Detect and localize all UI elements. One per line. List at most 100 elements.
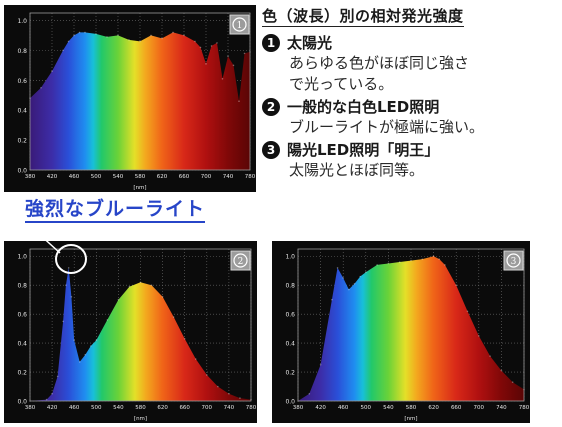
- x-tick-label: 740: [496, 405, 507, 411]
- x-tick-label: 700: [201, 174, 212, 180]
- x-tick-label: 580: [135, 405, 146, 411]
- data-point: [67, 267, 70, 269]
- data-point: [478, 335, 480, 337]
- x-tick-label: 460: [69, 405, 80, 411]
- plot-frame: [29, 12, 251, 171]
- y-tick-label: 0.8: [17, 283, 27, 290]
- x-axis-label: [nm]: [134, 416, 147, 422]
- data-point: [194, 358, 197, 360]
- legend-item-heading: 太陽光: [287, 34, 333, 52]
- data-point: [342, 277, 344, 279]
- data-point: [62, 320, 64, 323]
- data-point: [150, 34, 152, 37]
- x-tick-label: 620: [428, 405, 439, 411]
- x-tick-label: 700: [474, 405, 485, 411]
- y-tick-label: 0.2: [17, 370, 27, 377]
- data-point: [183, 337, 186, 340]
- x-tick-label: 620: [157, 405, 168, 411]
- badge-ring: [232, 17, 247, 32]
- data-point: [239, 397, 241, 399]
- data-point: [511, 381, 514, 383]
- x-tick-label: 380: [25, 405, 36, 411]
- spectrum-area: [298, 256, 524, 401]
- spectrum-chart-sunlight: 0.0 0.2 0.4 0.6 0.8 1.0 380 420 460 500 540 580 620 6…: [4, 5, 256, 192]
- data-point: [161, 295, 164, 298]
- data-point: [172, 31, 174, 34]
- data-point: [51, 392, 53, 395]
- x-tick-label: 460: [338, 405, 349, 411]
- data-point: [398, 261, 401, 263]
- x-tick-label: 620: [157, 174, 168, 180]
- number-badge: 3: [262, 141, 280, 159]
- x-tick-label: 660: [451, 405, 462, 411]
- x-tick-label: 380: [25, 174, 36, 180]
- data-point: [139, 40, 141, 43]
- data-point: [438, 258, 441, 260]
- x-tick-label: 780: [246, 405, 257, 411]
- y-tick-label: 1.0: [17, 18, 27, 25]
- data-point: [172, 316, 175, 318]
- x-tick-label: 780: [245, 174, 256, 180]
- y-tick-label: 1.0: [17, 254, 27, 261]
- legend-item-meio-led: 3 陽光LED照明「明王」 太陽光とほぼ同等。: [262, 140, 560, 181]
- data-point: [95, 339, 98, 341]
- badge-number: 3: [511, 257, 517, 267]
- y-tick-label: 0.8: [17, 48, 27, 55]
- badge-ring: [233, 253, 248, 268]
- x-tick-label: 740: [223, 174, 234, 180]
- data-point: [210, 45, 213, 47]
- data-point: [40, 86, 42, 89]
- x-tick-label: 540: [113, 174, 124, 180]
- data-point: [489, 355, 491, 357]
- x-tick-label: 540: [383, 405, 394, 411]
- x-tick-label: 580: [406, 405, 417, 411]
- data-point: [421, 258, 424, 260]
- y-tick-label: 0.8: [285, 283, 295, 290]
- x-tick-label: 420: [47, 405, 58, 411]
- data-point: [227, 55, 229, 58]
- number-badge: 2: [262, 98, 280, 116]
- data-point: [84, 31, 86, 34]
- data-point: [65, 284, 67, 286]
- x-tick-label: 500: [91, 405, 102, 411]
- x-tick-label: 700: [202, 405, 213, 411]
- y-tick-label: 0.6: [17, 312, 27, 319]
- x-tick-label: 540: [113, 405, 124, 411]
- data-point: [161, 37, 163, 40]
- chart-svg: 0.0 0.2 0.4 0.6 0.8 1.0 380 420 460 500 540 580 620 6…: [17, 12, 256, 191]
- data-point: [376, 264, 378, 266]
- plot-frame: [29, 248, 252, 402]
- data-point: [387, 262, 390, 265]
- chart-svg: 0.0 0.2 0.4 0.6 0.8 1.0 380 420 460 500 540 580 620 6…: [285, 248, 530, 422]
- data-point: [199, 46, 202, 49]
- spectrum-chart-meio-led: 0.0 0.2 0.4 0.6 0.8 1.0 380 420 460 500 540 580 620 6…: [272, 241, 530, 423]
- x-tick-label: 660: [179, 405, 190, 411]
- data-point: [466, 310, 469, 313]
- data-point: [117, 298, 120, 301]
- data-point: [308, 392, 311, 395]
- y-tick-label: 0.4: [17, 108, 27, 115]
- y-tick-label: 0.0: [17, 168, 27, 175]
- badge-number: 2: [238, 257, 244, 267]
- data-point: [238, 100, 240, 103]
- data-point: [243, 52, 246, 55]
- data-point: [70, 295, 73, 298]
- x-tick-label: 380: [293, 405, 304, 411]
- plot-frame: [297, 248, 525, 402]
- data-point: [206, 374, 208, 376]
- data-point: [45, 398, 48, 401]
- x-tick-label: 420: [47, 174, 58, 180]
- data-point: [128, 285, 131, 288]
- data-point: [73, 34, 75, 37]
- y-tick-label: 0.0: [285, 399, 295, 406]
- legend-title: 色（波長）別の相対発光強度: [262, 7, 464, 27]
- data-point: [232, 64, 235, 67]
- data-point: [353, 282, 356, 285]
- y-tick-label: 1.0: [285, 254, 295, 261]
- data-point: [150, 284, 153, 286]
- spectrum-area: [30, 267, 251, 401]
- data-point: [331, 298, 333, 301]
- data-point: [410, 259, 412, 262]
- data-point: [359, 275, 361, 278]
- number-badge: 1: [262, 34, 280, 52]
